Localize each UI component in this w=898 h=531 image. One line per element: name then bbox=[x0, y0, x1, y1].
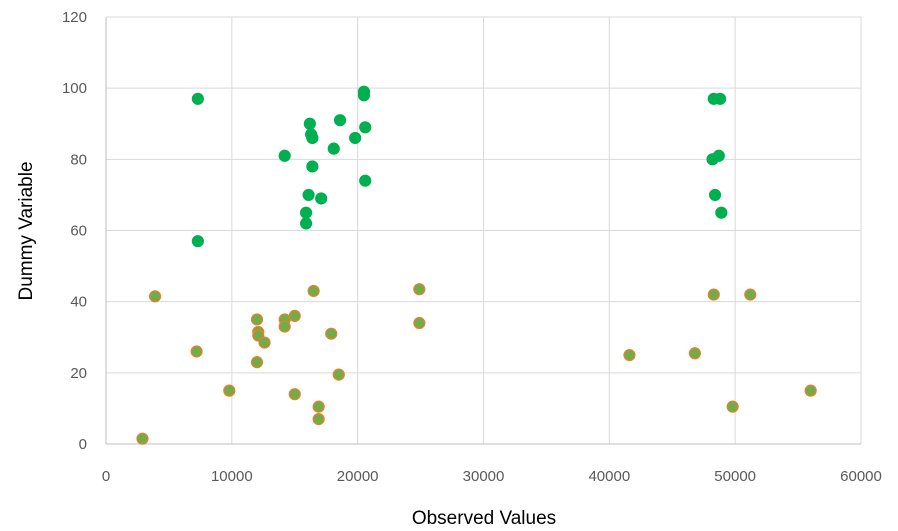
data-point bbox=[804, 384, 817, 397]
y-axis-title: Dummy Variable bbox=[16, 161, 37, 300]
data-point bbox=[250, 356, 264, 369]
data-points bbox=[136, 85, 817, 445]
y-tick-label: 60 bbox=[70, 223, 87, 240]
data-point bbox=[713, 92, 727, 105]
x-tick-label: 0 bbox=[102, 468, 110, 485]
data-point bbox=[312, 400, 325, 413]
x-tick-label: 10000 bbox=[211, 468, 253, 485]
data-point bbox=[708, 188, 722, 202]
data-point bbox=[299, 217, 313, 230]
data-point bbox=[278, 149, 291, 162]
y-tick-label: 100 bbox=[62, 80, 87, 97]
data-point bbox=[712, 149, 725, 162]
x-axis-title: Observed Values bbox=[412, 508, 556, 529]
data-point bbox=[332, 368, 345, 381]
x-tick-labels: 0 10000 20000 30000 40000 50000 60000 bbox=[102, 468, 882, 485]
data-point bbox=[223, 384, 236, 397]
y-tick-label: 20 bbox=[70, 365, 87, 382]
data-point bbox=[349, 131, 362, 145]
data-point bbox=[258, 336, 271, 349]
data-point bbox=[306, 160, 319, 173]
data-point bbox=[288, 309, 301, 322]
gridlines bbox=[106, 16, 862, 444]
data-point bbox=[312, 412, 325, 426]
data-point bbox=[413, 316, 426, 330]
data-point bbox=[315, 192, 328, 205]
data-point bbox=[278, 320, 291, 333]
data-point bbox=[623, 348, 636, 362]
data-point bbox=[333, 114, 347, 127]
data-point bbox=[707, 288, 720, 301]
data-point bbox=[190, 345, 203, 358]
data-point bbox=[303, 117, 316, 130]
data-point bbox=[136, 432, 149, 445]
x-tick-label: 40000 bbox=[588, 468, 630, 485]
data-point bbox=[191, 92, 204, 105]
y-tick-label: 40 bbox=[70, 294, 87, 311]
data-point bbox=[148, 290, 162, 303]
x-tick-label: 60000 bbox=[840, 468, 882, 485]
data-point bbox=[325, 327, 338, 340]
x-tick-label: 20000 bbox=[337, 468, 379, 485]
data-point bbox=[327, 142, 340, 155]
data-point bbox=[726, 400, 739, 413]
data-point bbox=[688, 347, 702, 360]
data-point bbox=[413, 283, 426, 296]
data-point bbox=[288, 388, 301, 401]
data-point bbox=[250, 313, 264, 326]
data-point bbox=[359, 174, 372, 187]
data-point bbox=[359, 121, 372, 134]
x-tick-label: 50000 bbox=[714, 468, 756, 485]
data-point bbox=[299, 206, 313, 219]
data-point bbox=[307, 284, 320, 298]
y-tick-label: 0 bbox=[79, 436, 87, 453]
data-point bbox=[357, 89, 371, 102]
data-point bbox=[191, 235, 204, 248]
y-tick-labels: 0 20 40 60 80 100 120 bbox=[62, 9, 87, 453]
data-point bbox=[302, 188, 315, 202]
data-point bbox=[744, 288, 757, 301]
data-point bbox=[715, 206, 728, 219]
data-point bbox=[306, 131, 319, 145]
y-tick-label: 80 bbox=[70, 151, 87, 168]
axes bbox=[105, 17, 861, 445]
y-tick-label: 120 bbox=[62, 9, 87, 26]
x-tick-label: 30000 bbox=[463, 468, 505, 485]
